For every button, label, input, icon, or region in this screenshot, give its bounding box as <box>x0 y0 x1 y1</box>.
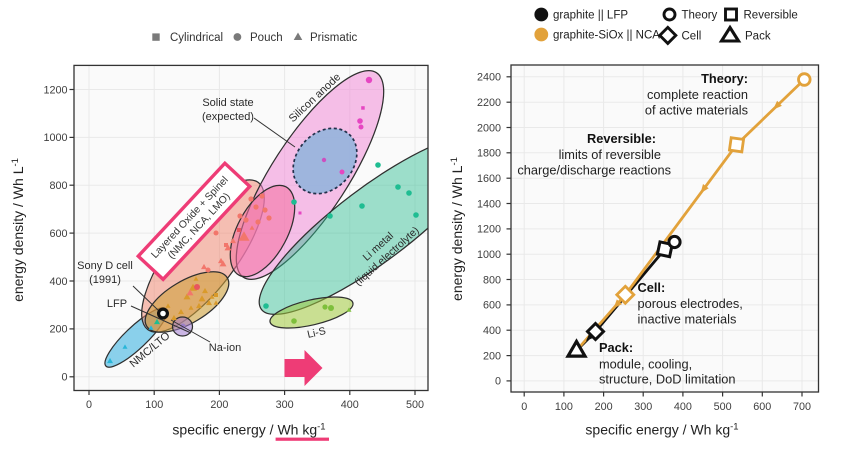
svg-text:400: 400 <box>49 276 67 288</box>
svg-text:500: 500 <box>714 401 732 413</box>
svg-text:100: 100 <box>145 399 163 411</box>
svg-text:300: 300 <box>634 401 652 413</box>
svg-text:energy density / Wh L-1: energy density / Wh L-1 <box>10 158 26 302</box>
svg-text:inactive materials: inactive materials <box>638 312 737 327</box>
svg-text:Na-ion: Na-ion <box>209 342 241 354</box>
svg-text:2000: 2000 <box>477 122 501 134</box>
svg-text:1200: 1200 <box>477 224 501 236</box>
svg-text:1800: 1800 <box>477 148 501 160</box>
svg-text:400: 400 <box>674 401 692 413</box>
svg-text:2400: 2400 <box>477 72 501 84</box>
svg-text:1200: 1200 <box>43 84 67 96</box>
svg-text:800: 800 <box>483 274 501 286</box>
svg-text:energy density / Wh L-1: energy density / Wh L-1 <box>449 157 465 301</box>
svg-text:1000: 1000 <box>477 249 501 261</box>
svg-text:Cylindrical: Cylindrical <box>170 32 223 44</box>
svg-text:complete reaction: complete reaction <box>647 87 748 102</box>
svg-text:Pack: Pack <box>745 31 771 43</box>
svg-text:structure, DoD limitation: structure, DoD limitation <box>599 372 736 387</box>
svg-text:Cell: Cell <box>682 31 702 43</box>
svg-text:600: 600 <box>49 228 67 240</box>
svg-text:600: 600 <box>483 300 501 312</box>
svg-text:1000: 1000 <box>43 132 67 144</box>
svg-text:Reversible:: Reversible: <box>587 131 656 146</box>
svg-text:400: 400 <box>483 325 501 337</box>
svg-text:specific energy / Wh kg-1: specific energy / Wh kg-1 <box>585 422 738 438</box>
svg-text:600: 600 <box>753 401 771 413</box>
svg-text:0: 0 <box>61 372 67 384</box>
svg-text:700: 700 <box>793 401 811 413</box>
svg-text:graphite-SiOx || NCA: graphite-SiOx || NCA <box>553 30 660 42</box>
svg-text:of active materials: of active materials <box>645 103 748 118</box>
svg-text:module, cooling,: module, cooling, <box>599 356 692 371</box>
svg-text:200: 200 <box>595 401 613 413</box>
svg-text:300: 300 <box>276 399 294 411</box>
svg-text:Prismatic: Prismatic <box>310 32 358 44</box>
svg-text:Reversible: Reversible <box>744 10 798 22</box>
svg-text:400: 400 <box>341 399 359 411</box>
svg-text:charge/discharge reactions: charge/discharge reactions <box>517 162 671 177</box>
svg-text:graphite || LFP: graphite || LFP <box>553 10 628 22</box>
svg-text:0: 0 <box>495 376 501 388</box>
svg-text:800: 800 <box>49 180 67 192</box>
svg-text:(expected): (expected) <box>202 111 254 123</box>
svg-text:1600: 1600 <box>477 173 501 185</box>
svg-text:100: 100 <box>555 401 573 413</box>
svg-text:Theory:: Theory: <box>701 71 748 86</box>
svg-text:Sony D cell: Sony D cell <box>77 260 133 272</box>
svg-text:0: 0 <box>86 399 92 411</box>
svg-text:LFP: LFP <box>107 298 127 310</box>
svg-text:200: 200 <box>210 399 228 411</box>
svg-text:(1991): (1991) <box>89 274 121 286</box>
svg-text:2200: 2200 <box>477 97 501 109</box>
svg-text:limits of reversible: limits of reversible <box>559 147 661 162</box>
svg-text:porous electrodes,: porous electrodes, <box>638 296 743 311</box>
svg-text:Solid state: Solid state <box>202 97 253 109</box>
svg-text:0: 0 <box>521 401 527 413</box>
svg-text:200: 200 <box>49 324 67 336</box>
svg-text:specific energy / Wh kg-1: specific energy / Wh kg-1 <box>172 422 325 438</box>
svg-text:Theory: Theory <box>682 10 718 22</box>
svg-text:Li-S: Li-S <box>306 325 327 341</box>
svg-text:200: 200 <box>483 350 501 362</box>
svg-text:Pouch: Pouch <box>250 32 283 44</box>
svg-text:500: 500 <box>406 399 424 411</box>
svg-text:Pack:: Pack: <box>599 340 633 355</box>
svg-text:Cell:: Cell: <box>638 280 666 295</box>
svg-text:1400: 1400 <box>477 198 501 210</box>
